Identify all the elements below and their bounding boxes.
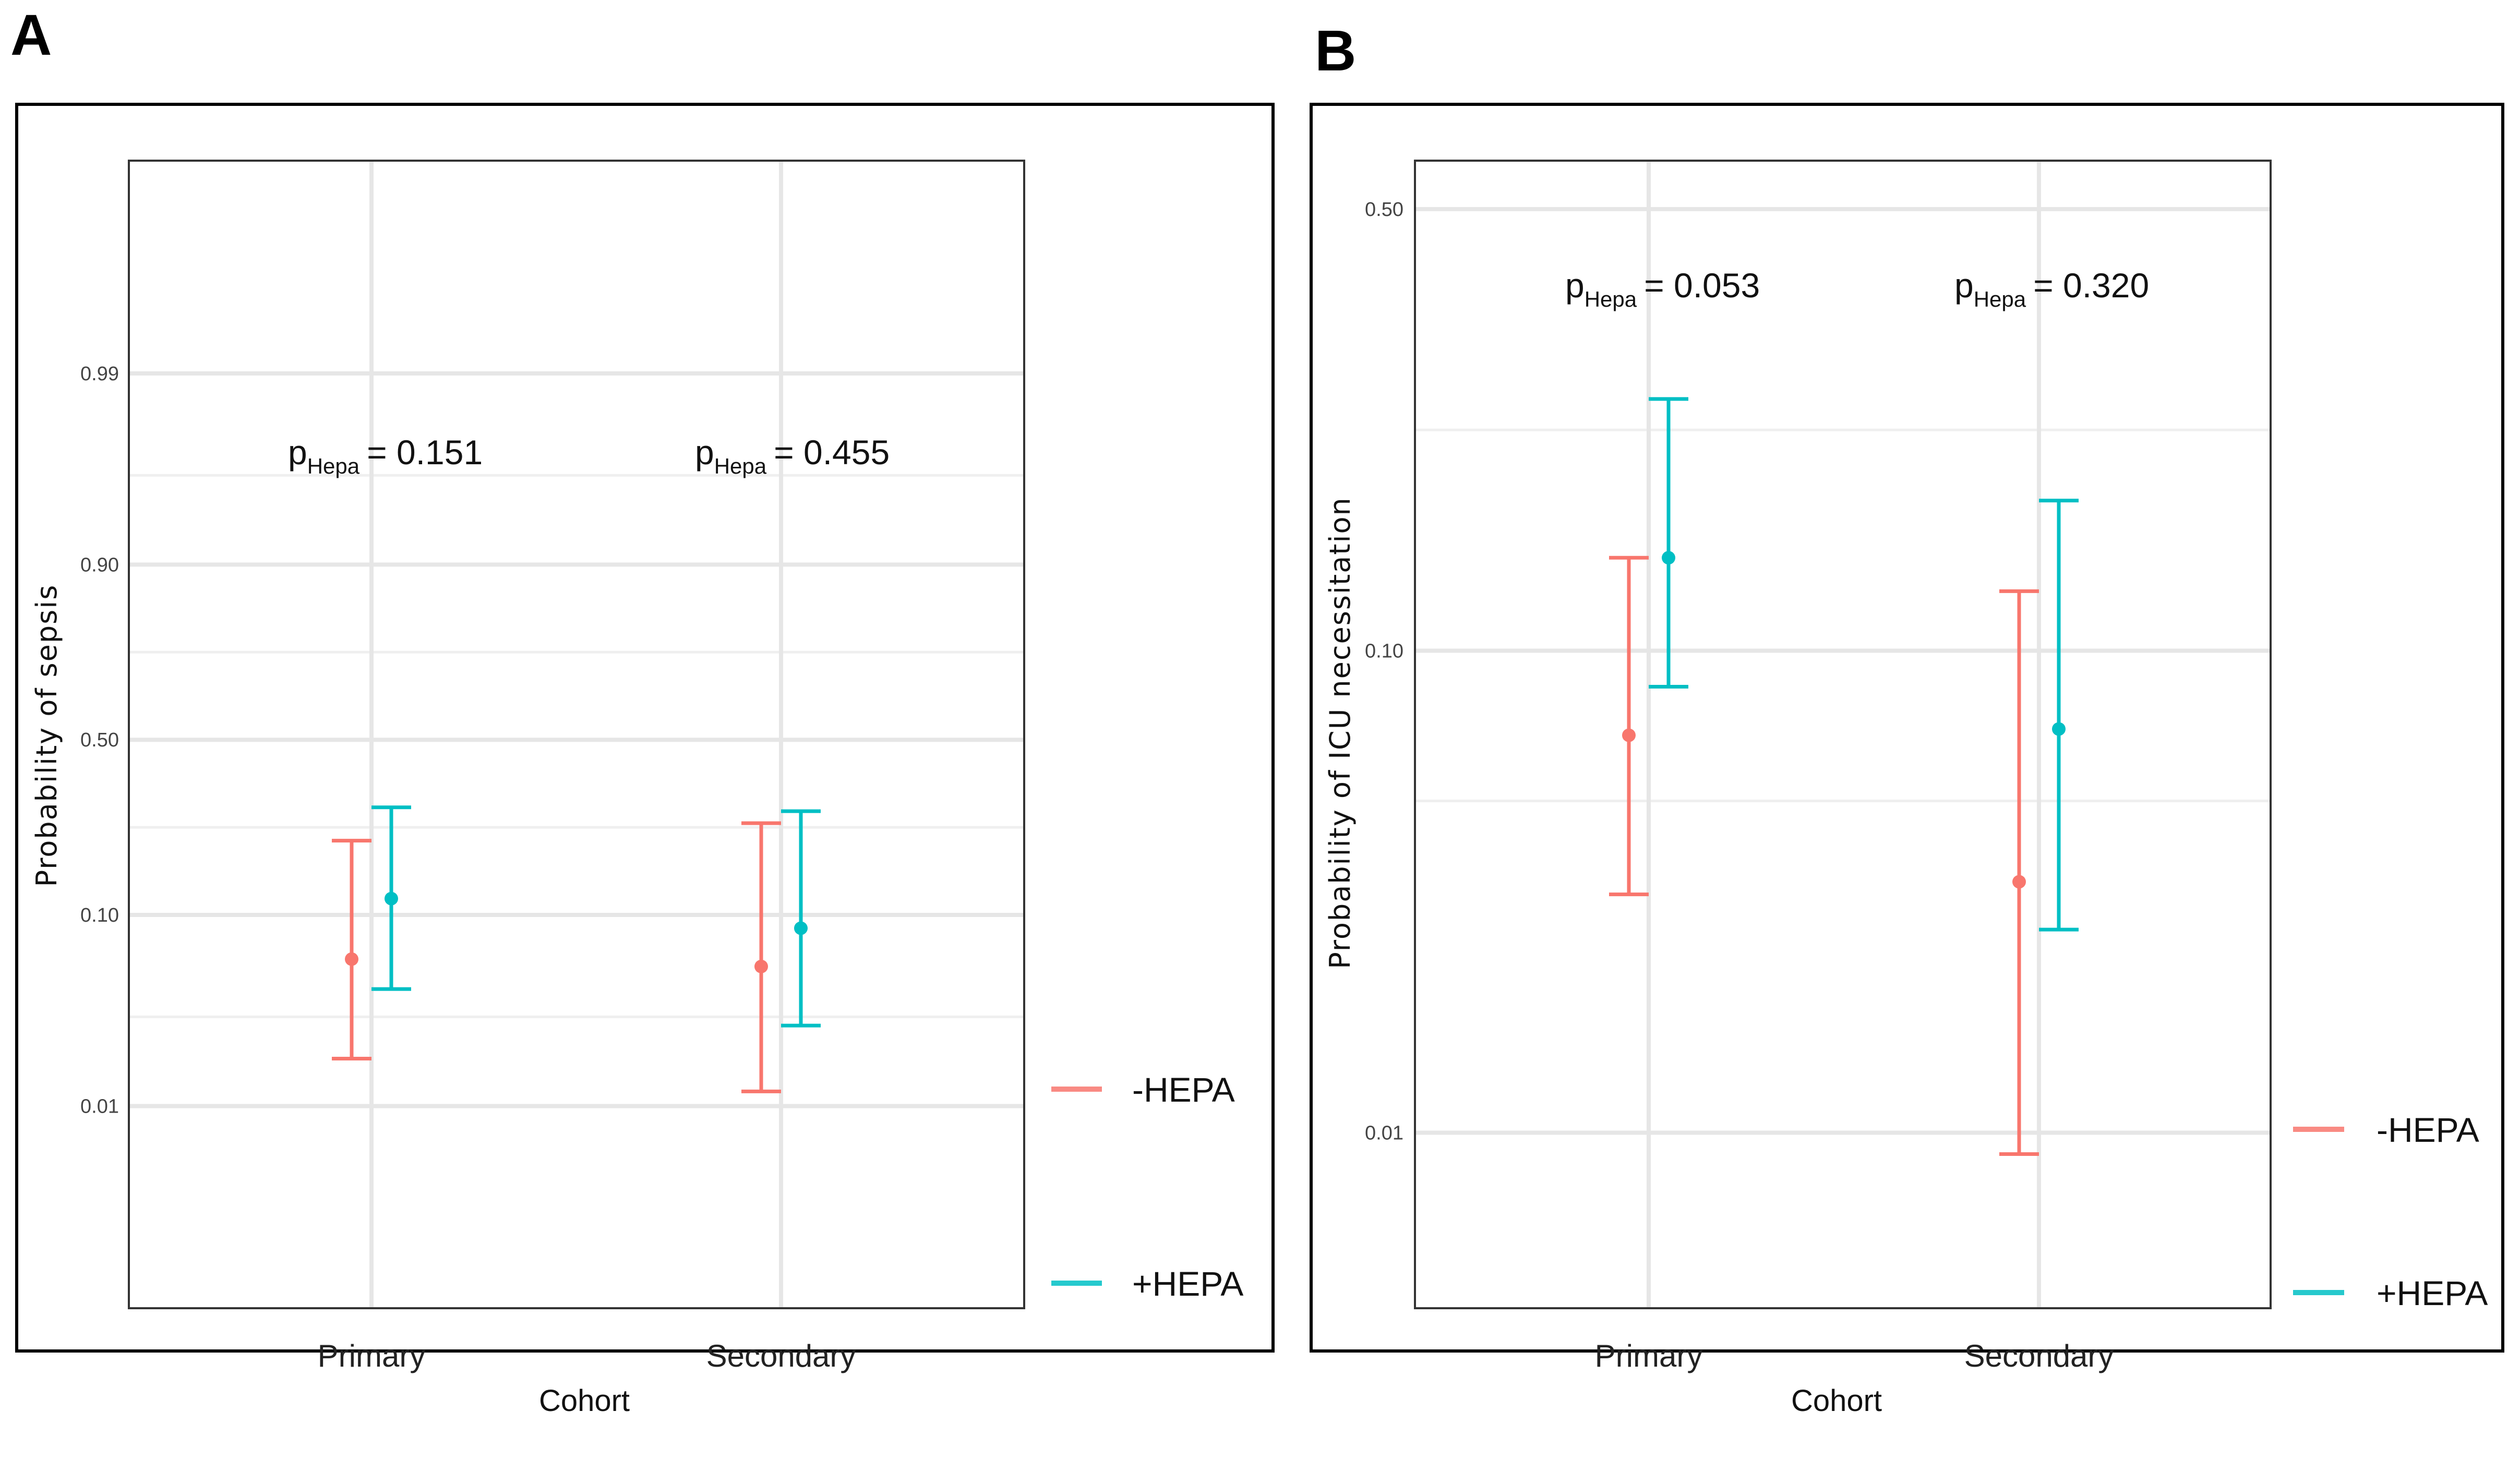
- y-tick-label: 0.01: [1365, 1122, 1403, 1144]
- legend-item: -HEPA: [1051, 1070, 1235, 1109]
- legend-label: +HEPA: [2377, 1274, 2488, 1312]
- legend-item: +HEPA: [1051, 1264, 1243, 1303]
- plot-border: [1414, 160, 2272, 1309]
- error-bar: [781, 809, 821, 1028]
- point-estimate: [794, 921, 808, 935]
- error-bar: [2039, 499, 2079, 932]
- x-tick-label: Primary: [318, 1338, 426, 1373]
- legend-label: +HEPA: [1132, 1264, 1243, 1303]
- panel-frame: [15, 103, 1275, 1353]
- legend-label: -HEPA: [1132, 1070, 1235, 1109]
- legend-item: -HEPA: [2293, 1111, 2479, 1149]
- point-estimate: [345, 952, 358, 966]
- plot-border: [128, 160, 1025, 1309]
- panel-letter: A: [10, 3, 52, 67]
- error-bar: [371, 805, 411, 991]
- y-tick-label: 0.50: [1365, 199, 1403, 221]
- p-value-annotation: pHepa = 0.151: [288, 433, 483, 478]
- x-tick-label: Primary: [1595, 1338, 1703, 1373]
- x-axis-title: Cohort: [1791, 1384, 1882, 1418]
- error-bar: [741, 821, 781, 1093]
- point-estimate: [1622, 728, 1636, 742]
- y-axis-title: Probability of ICU necessitation: [1324, 497, 1357, 969]
- p-value-annotation: pHepa = 0.320: [1954, 266, 2149, 311]
- y-tick-label: 0.01: [80, 1096, 119, 1118]
- plot-background: [129, 161, 1024, 1308]
- x-tick-label: Secondary: [1964, 1338, 2114, 1373]
- y-axis-title: Probability of sepsis: [30, 584, 63, 887]
- panel-a: A 0.01 0.10 0.50 0.90 0.99 Primary Secondary Coh…: [10, 3, 1275, 1418]
- point-estimate: [1662, 551, 1675, 565]
- plot-background: [1415, 161, 2271, 1308]
- point-estimate: [754, 959, 768, 973]
- point-estimate: [385, 891, 398, 906]
- p-value-annotation: pHepa = 0.053: [1565, 266, 1760, 311]
- panel-frame: [1310, 103, 2504, 1353]
- error-bar: [1999, 589, 2039, 1156]
- error-bar: [1609, 556, 1649, 897]
- legend-item: +HEPA: [2293, 1274, 2488, 1312]
- error-bar: [1649, 397, 1688, 689]
- error-bar: [332, 839, 371, 1060]
- panel-letter: B: [1315, 19, 1356, 83]
- point-estimate: [2012, 875, 2026, 889]
- legend-label: -HEPA: [2377, 1111, 2479, 1149]
- y-tick-label: 0.10: [1365, 641, 1403, 662]
- y-tick-label: 0.90: [80, 554, 119, 576]
- y-tick-label: 0.10: [80, 904, 119, 926]
- point-estimate: [2052, 722, 2066, 736]
- y-tick-label: 0.99: [80, 363, 119, 385]
- p-value-annotation: pHepa = 0.455: [695, 433, 890, 478]
- y-tick-label: 0.50: [80, 729, 119, 751]
- x-tick-label: Secondary: [706, 1338, 856, 1373]
- panel-b: B 0.01 0.10 0.50 Primary Secondary Cohort Proba…: [1310, 19, 2504, 1418]
- x-axis-title: Cohort: [539, 1384, 630, 1418]
